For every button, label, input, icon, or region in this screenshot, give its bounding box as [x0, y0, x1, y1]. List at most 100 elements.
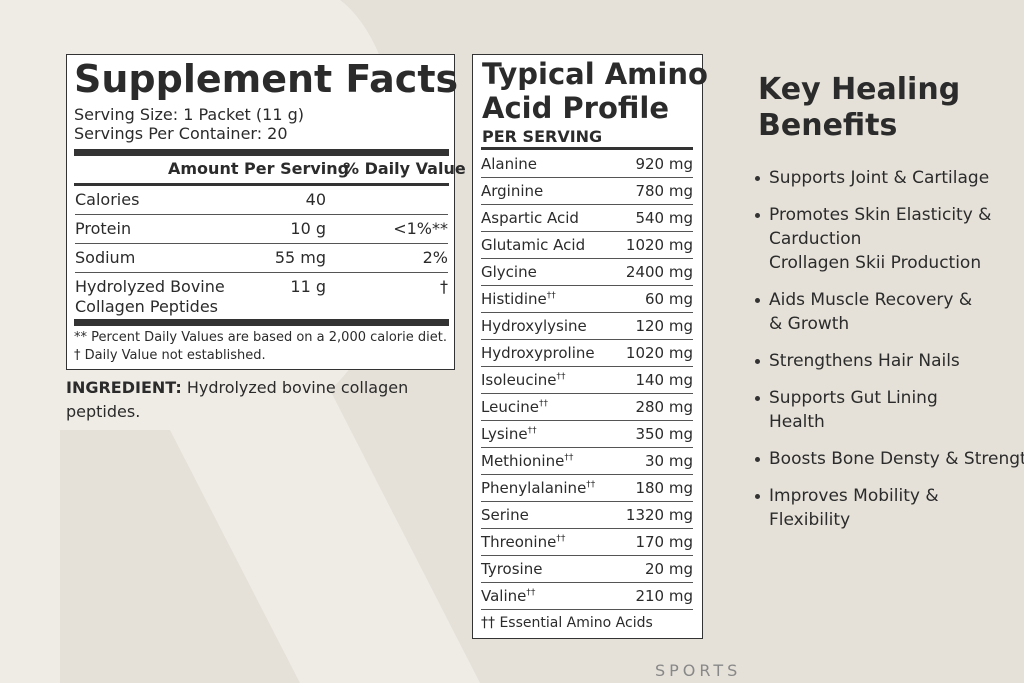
benefit-item: Supports Gut Lining Health: [755, 386, 1024, 434]
amino-label: Threonine: [481, 533, 557, 551]
benefit-item: Supports Joint & Cartilage: [755, 166, 1024, 190]
amino-amount: 1320 mg: [625, 506, 693, 524]
amino-row: Glycine 2400 mg: [481, 258, 693, 285]
daily-value: 2%: [422, 248, 448, 267]
nutrient: Sodium: [75, 248, 136, 267]
amino-name: Aspartic Acid: [481, 209, 579, 227]
amino-name: Valine††: [481, 587, 535, 605]
benefit-text: Aids Muscle Recovery &: [769, 290, 973, 310]
title: Typical Amino: [482, 57, 708, 91]
amino-amount: 1020 mg: [625, 344, 693, 362]
benefit-list: Supports Joint & Cartilage Promotes Skin …: [755, 166, 1024, 532]
amount: 10 g: [290, 219, 326, 238]
bar: [481, 147, 693, 150]
amino-row: Lysine†† 350 mg: [481, 420, 693, 447]
benefit-item: Aids Muscle Recovery & & Growth: [755, 288, 1024, 336]
servings: Servings Per Container: 20: [74, 124, 288, 143]
amino-amount: 920 mg: [635, 154, 693, 173]
footer: SPORTS: [655, 661, 742, 680]
amino-label: Methionine: [481, 452, 565, 470]
amino-amount: 350 mg: [635, 425, 693, 443]
fact-row: Hydrolyzed Bovine Collagen Peptides 11 g †: [75, 273, 448, 319]
essential-mark: ††: [586, 480, 596, 490]
fact-row: Calories 40: [75, 186, 448, 215]
amino-label: Valine: [481, 587, 527, 605]
amino-amount: 30 mg: [645, 452, 693, 470]
amount: 40: [305, 190, 326, 209]
amino-name: Serine: [481, 506, 529, 524]
benefit-text: Boosts Bone Densty & Strength: [769, 449, 1024, 469]
amino-name: Hydroxyproline: [481, 344, 595, 362]
amino-row: Hydroxylysine 120 mg: [481, 312, 693, 339]
supplement-facts: Supplement Facts Serving Size: 1 Packet …: [66, 54, 466, 370]
amino-label: Glutamic Acid: [481, 236, 586, 254]
ingredient-label: INGREDIENT:: [66, 378, 182, 397]
benefit-text: Supports Joint & Cartilage: [769, 168, 990, 188]
amino-name: Lysine††: [481, 425, 537, 443]
amino-label: Hydroxylysine: [481, 317, 587, 335]
amino-row: Methionine†† 30 mg: [481, 447, 693, 474]
essential-mark: ††: [538, 399, 548, 409]
amino-row: Tyrosine 20 mg: [481, 555, 693, 582]
footnote: ** Percent Daily Values are based on a 2…: [74, 330, 447, 345]
amino-row: Phenylalanine†† 180 mg: [481, 474, 693, 501]
amino-row: Arginine 780 mg: [481, 177, 693, 204]
amino-row: Threonine†† 170 mg: [481, 528, 693, 555]
amino-name: Methionine††: [481, 452, 573, 470]
amino-name: Arginine: [481, 182, 543, 200]
bar: [74, 183, 449, 186]
amino-label: Alanine: [481, 154, 538, 173]
benefits: Key Healing Benefits Supports Joint & Ca…: [755, 72, 1024, 545]
amino-row: Serine 1320 mg: [481, 501, 693, 528]
nutrient: Calories: [75, 190, 140, 209]
benefit-text: Promotes Skin Elasticity &: [769, 205, 992, 225]
title: Acid Profile: [482, 91, 670, 125]
essential-mark: ††: [526, 588, 536, 598]
amino-name: Isoleucine††: [481, 371, 565, 389]
amino-label: Histidine: [481, 290, 547, 308]
amino-amount: 20 mg: [645, 560, 693, 578]
amino-name: Leucine††: [481, 398, 548, 416]
amino-amount: 2400 mg: [625, 263, 693, 281]
benefit-text: Strengthens Hair Nails: [769, 351, 960, 371]
benefit-item: Strengthens Hair Nails: [755, 349, 1024, 373]
benefit-item: Promotes Skin Elasticity & Carduction Crol…: [755, 203, 1024, 275]
amino-amount: 170 mg: [635, 533, 693, 551]
amino-profile: Typical Amino Acid Profile PER SERVING A…: [472, 54, 708, 639]
nutrient: Protein: [75, 219, 132, 238]
title: Supplement Facts: [74, 57, 459, 101]
amino-label: Tyrosine: [481, 560, 543, 578]
benefit-text: Carduction: [769, 229, 862, 249]
ingredient-text: Hydrolyzed bovine collagen peptides.: [66, 378, 409, 421]
benefits-title: Key Healing: [758, 72, 961, 107]
amino-amount: 120 mg: [635, 317, 693, 335]
amino-label: Glycine: [481, 263, 537, 281]
amino-amount: 140 mg: [635, 371, 693, 389]
daily-value: †: [440, 277, 448, 296]
bullet: [755, 396, 760, 401]
nutrient: Hydrolyzed Bovine Collagen Peptides: [75, 277, 225, 316]
amino-label: Leucine: [481, 398, 539, 416]
amino-row: Leucine†† 280 mg: [481, 393, 693, 420]
bullet: [755, 176, 760, 181]
benefit-text: Improves Mobility &: [769, 486, 939, 506]
benefit-text: Crollagen Skii Production: [769, 253, 982, 273]
footnote: † Daily Value not established.: [74, 348, 266, 363]
essential-mark: ††: [564, 453, 574, 463]
daily-value: <1%**: [393, 219, 448, 238]
amino-row: Valine†† 210 mg: [481, 582, 693, 609]
bullet: [755, 457, 760, 462]
benefit-item: Boosts Bone Densty & Strength: [755, 447, 1024, 471]
daily-value: [326, 190, 448, 214]
benefit-text: Flexibility: [769, 510, 851, 530]
amino-name: Tyrosine: [481, 560, 542, 578]
amino-row: Histidine†† 60 mg: [481, 285, 693, 312]
amino-name: Histidine††: [481, 290, 556, 308]
amount: 55 mg: [274, 248, 326, 267]
bullet: [755, 359, 760, 364]
amino-amount: 280 mg: [635, 398, 693, 416]
amino-amount: 1020 mg: [625, 236, 693, 254]
benefit-text: Health: [769, 412, 825, 432]
amino-row: Hydroxyproline 1020 mg: [481, 339, 693, 366]
